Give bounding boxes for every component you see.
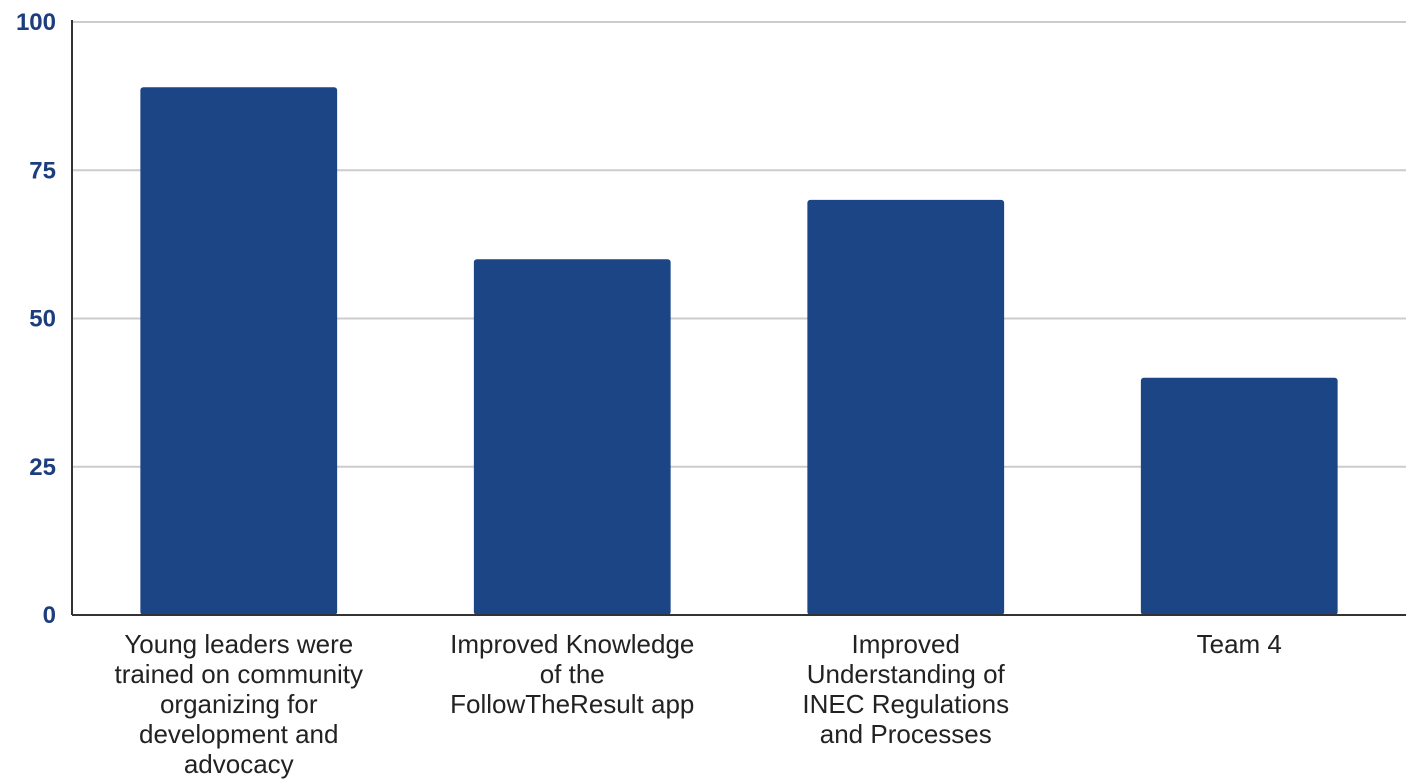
y-tick-label: 25 (29, 454, 56, 481)
y-tick-label: 75 (29, 157, 56, 184)
x-category-label-line: Team 4 (1197, 629, 1282, 659)
x-category-label-line: trained on community (114, 659, 363, 689)
x-category-label-line: Understanding of (807, 659, 1006, 689)
bar (807, 199, 1005, 615)
x-category-label-line: Young leaders were (124, 629, 353, 659)
x-category-label: Young leaders were trained on community or… (114, 629, 363, 779)
x-axis-category-labels: Young leaders were trained on community or… (114, 629, 1281, 779)
bar (1140, 377, 1338, 615)
x-category-label-line: advocacy (184, 749, 294, 779)
x-category-label: Team 4 (1197, 629, 1282, 659)
x-category-label-line: and Processes (820, 719, 992, 749)
y-tick-label: 50 (29, 306, 56, 333)
x-category-label-line: INEC Regulations (802, 689, 1009, 719)
y-tick-label: 0 (43, 602, 56, 629)
x-category-label: Improved Understanding of INEC Regulations… (802, 629, 1009, 749)
x-category-label: Improved Knowledge of the FollowTheResult … (450, 629, 694, 719)
axes (71, 20, 1406, 616)
bar (473, 259, 671, 615)
bar (140, 87, 338, 616)
x-category-label-line: development and (139, 719, 338, 749)
y-tick-label: 100 (16, 9, 56, 36)
bars (140, 87, 1338, 616)
x-category-label-line: FollowTheResult app (450, 689, 694, 719)
x-category-label-line: Improved Knowledge (450, 629, 694, 659)
x-category-label-line: Improved (852, 629, 960, 659)
x-category-label-line: organizing for (160, 689, 318, 719)
x-category-label-line: of the (540, 659, 605, 689)
y-axis-tick-labels: 0 25 50 75 100 (16, 9, 56, 629)
